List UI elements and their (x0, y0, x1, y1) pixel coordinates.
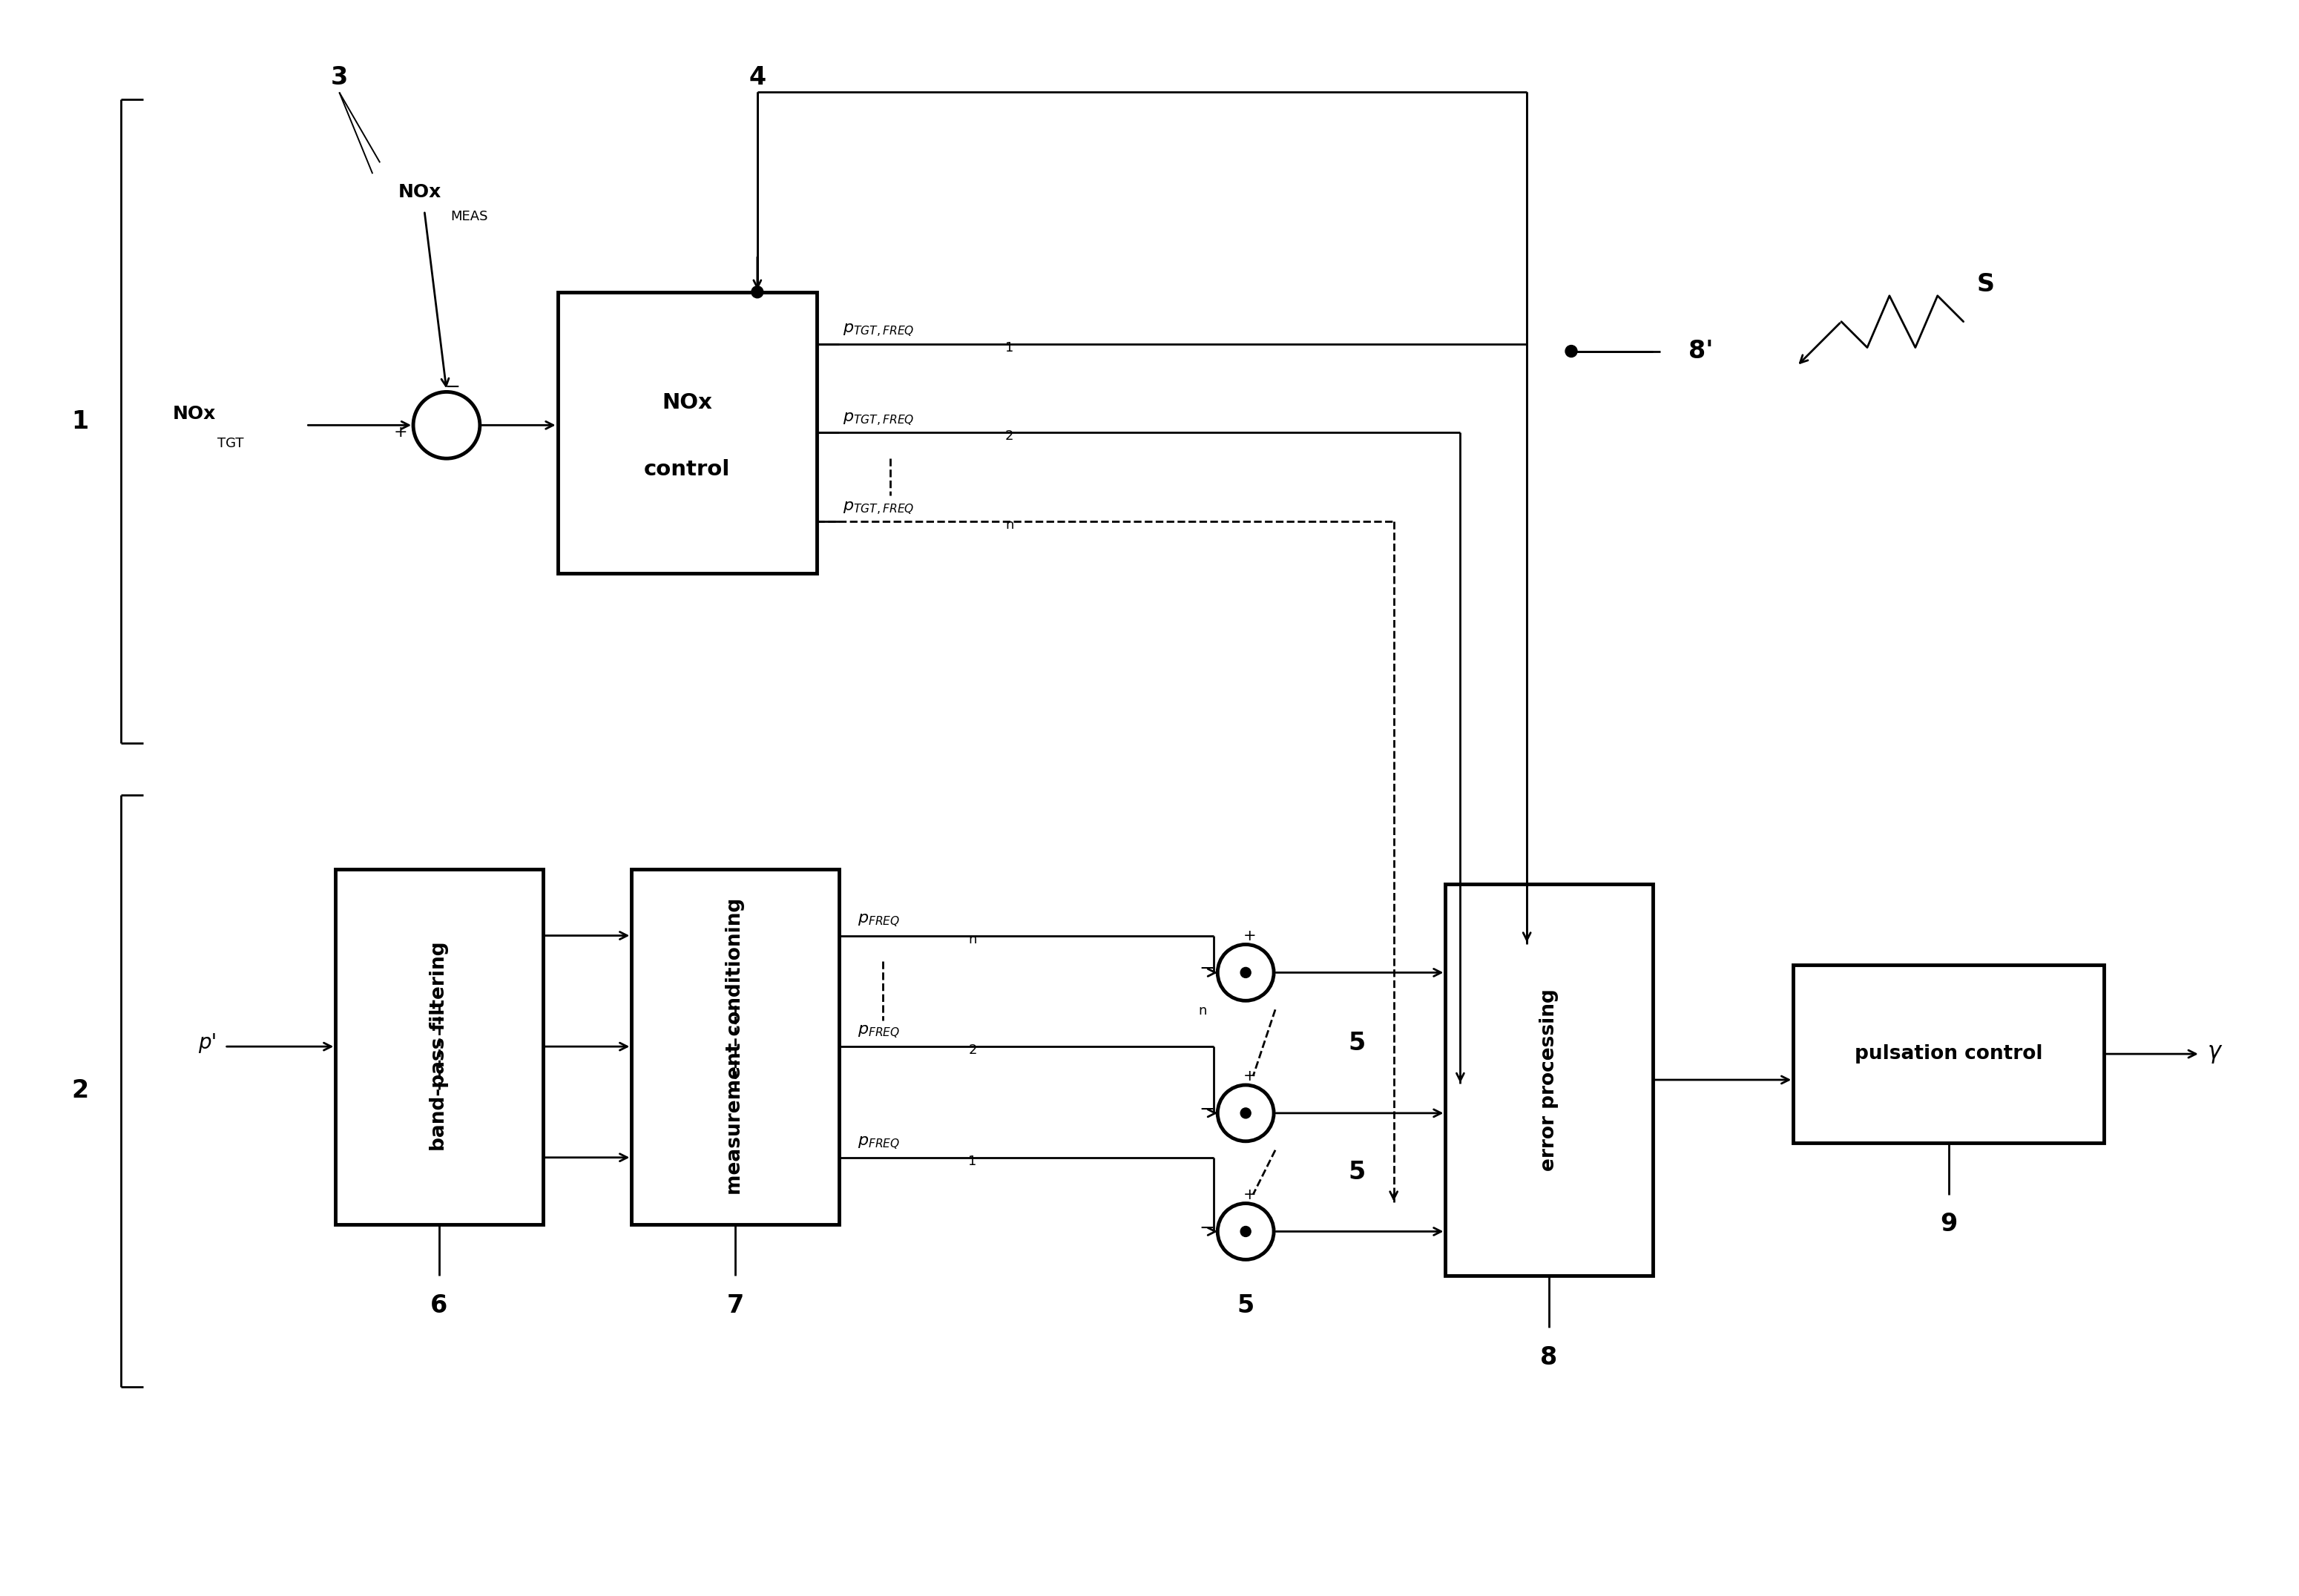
Text: 5: 5 (1237, 1293, 1255, 1318)
Text: 8': 8' (1687, 338, 1713, 364)
Text: n: n (1005, 519, 1014, 531)
Text: band-pass filtering: band-pass filtering (430, 942, 448, 1151)
Text: −: − (444, 378, 460, 396)
Text: $p_{TGT,FREQ}$: $p_{TGT,FREQ}$ (841, 500, 915, 516)
Text: TGT: TGT (216, 437, 244, 450)
Bar (336, 868, 543, 1224)
Text: 1: 1 (968, 1154, 977, 1168)
Circle shape (1566, 345, 1577, 358)
Text: n: n (1198, 1004, 1207, 1018)
Text: 3: 3 (331, 65, 347, 89)
Bar (1446, 884, 1653, 1275)
Text: 2: 2 (71, 1079, 90, 1103)
Text: p': p' (198, 1033, 216, 1053)
Text: 2: 2 (968, 1044, 977, 1057)
Bar (1793, 966, 2104, 1143)
Text: $p_{FREQ}$: $p_{FREQ}$ (858, 1023, 899, 1039)
Text: control: control (644, 460, 731, 480)
Text: MEAS: MEAS (451, 211, 487, 223)
Text: +: + (1244, 929, 1255, 943)
Text: 6: 6 (430, 1293, 448, 1318)
Text: 5: 5 (1347, 1160, 1366, 1184)
Text: 1: 1 (1005, 342, 1014, 354)
Text: pulsation control: pulsation control (1855, 1044, 2044, 1063)
Text: +: + (1244, 1069, 1255, 1084)
Circle shape (1241, 1108, 1251, 1119)
Text: 5: 5 (1347, 1031, 1366, 1055)
Text: NOx: NOx (172, 405, 216, 423)
Text: NOx: NOx (398, 184, 441, 201)
Text: $p_{FREQ}$: $p_{FREQ}$ (858, 913, 899, 929)
Text: +: + (393, 425, 407, 440)
Text: −: − (1200, 1219, 1214, 1237)
Text: 4: 4 (749, 65, 766, 89)
Text: 9: 9 (1940, 1211, 1956, 1237)
Text: n: n (968, 932, 977, 946)
Text: error processing: error processing (1540, 988, 1559, 1171)
Text: NOx: NOx (662, 393, 713, 413)
Bar (559, 292, 816, 573)
Text: 1: 1 (71, 409, 90, 434)
Text: 2: 2 (1005, 429, 1014, 444)
Text: S: S (1977, 273, 1996, 297)
Text: $p_{FREQ}$: $p_{FREQ}$ (858, 1135, 899, 1151)
Text: $p_{TGT,FREQ}$: $p_{TGT,FREQ}$ (841, 412, 915, 428)
Circle shape (1241, 967, 1251, 978)
Text: 8: 8 (1540, 1345, 1559, 1369)
Bar (632, 868, 839, 1224)
Text: $p_{TGT,FREQ}$: $p_{TGT,FREQ}$ (841, 322, 915, 338)
Circle shape (1241, 1226, 1251, 1237)
Text: −: − (1200, 1101, 1214, 1119)
Circle shape (752, 286, 763, 298)
Text: 7: 7 (726, 1293, 745, 1318)
Text: measurement conditioning: measurement conditioning (726, 899, 745, 1195)
Text: +: + (1244, 1187, 1255, 1202)
Text: $\gamma$: $\gamma$ (2207, 1044, 2223, 1065)
Text: −: − (1200, 959, 1214, 978)
